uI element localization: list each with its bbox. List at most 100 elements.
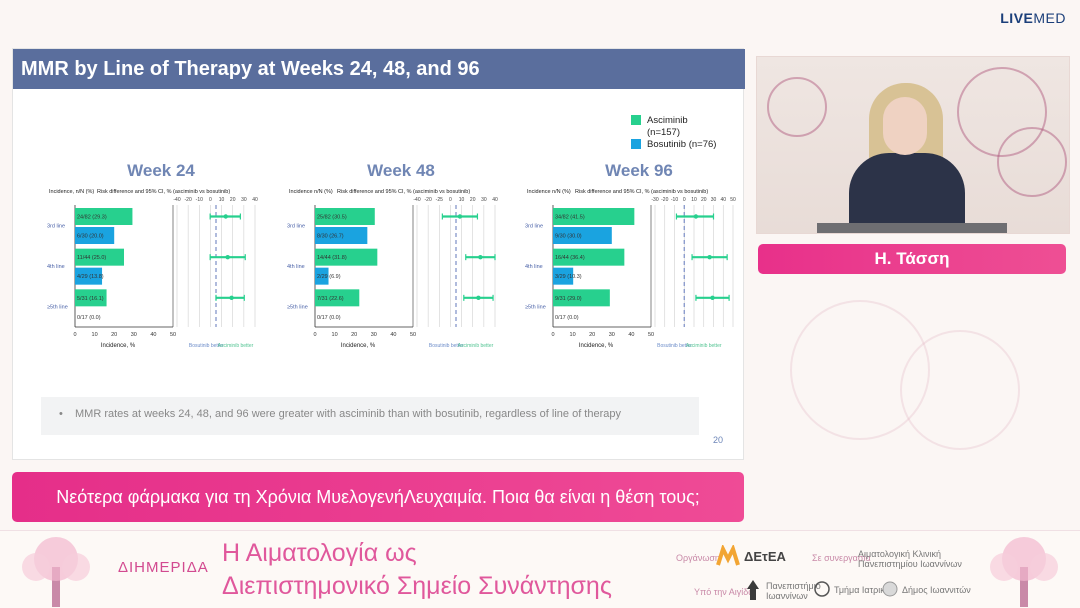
risk-tick-label: -10 <box>671 197 678 203</box>
page-number: 20 <box>712 435 723 445</box>
incidence-tick-label: 40 <box>628 332 634 338</box>
risk-tick-label: 10 <box>691 197 697 203</box>
bosutinib-bar <box>75 227 115 244</box>
medical-school-logo-icon <box>814 581 830 597</box>
x-axis-label: Incidence, % <box>101 343 136 349</box>
risk-tick-label: 40 <box>492 197 498 203</box>
incidence-tick-label: 50 <box>410 332 416 338</box>
bosutinib-better-note: Bosutinib better <box>657 343 692 349</box>
speaker-body <box>849 153 965 233</box>
organizer-label: Οργάνωση <box>676 553 720 563</box>
legend-item-bosutinib: Bosutinib (n=76) <box>631 139 716 151</box>
asciminib-better-note: Asciminib better <box>218 343 254 349</box>
risk-tick-label: -25 <box>436 197 443 203</box>
event-title-line2: Διεπιστημονικό Σημείο Συνάντησης <box>222 572 612 600</box>
risk-difference-point <box>707 254 712 260</box>
risk-tick-label: 20 <box>230 197 236 203</box>
risk-tick-label: 0 <box>683 197 686 203</box>
incidence-tick-label: 10 <box>570 332 576 338</box>
panel-title: Week 48 <box>367 161 435 180</box>
asciminib-data-label: 9/31 (29.0) <box>555 296 582 302</box>
tree-decoration-icon <box>990 537 1058 607</box>
event-footer: ΔΙΗΜΕΡΙΔΑ Η Αιματολογία ως Διεπιστημονικ… <box>0 530 1080 608</box>
risk-difference-point <box>229 295 234 301</box>
incidence-tick-label: 0 <box>73 332 76 338</box>
organizer-name: ΔΕτΕΑ <box>744 549 786 564</box>
risk-tick-label: 10 <box>459 197 465 203</box>
bosutinib-bar <box>315 267 329 285</box>
risk-tick-label: -20 <box>425 197 432 203</box>
risk-column-header: Risk difference and 95% CI, % (asciminib… <box>337 189 470 195</box>
key-point-box: • MMR rates at weeks 24, 48, and 96 were… <box>41 397 699 435</box>
asciminib-data-label: 11/44 (25.0) <box>77 255 106 261</box>
incidence-tick-label: 30 <box>131 332 137 338</box>
incidence-tick-label: 20 <box>111 332 117 338</box>
risk-tick-label: 0 <box>209 197 212 203</box>
legend-asciminib-n: (n=157) <box>647 127 681 138</box>
line-of-therapy-label: 4th line <box>47 264 65 270</box>
incidence-tick-label: 30 <box>609 332 615 338</box>
asciminib-data-label: 7/31 (22.6) <box>317 296 344 302</box>
decor-swirl <box>997 127 1067 197</box>
incidence-tick-label: 20 <box>589 332 595 338</box>
background-swirl <box>900 330 1020 450</box>
bosutinib-better-note: Bosutinib better <box>429 343 464 349</box>
incidence-tick-label: 50 <box>648 332 654 338</box>
risk-tick-label: 0 <box>449 197 452 203</box>
chart-legend: Asciminib (n=157) Bosutinib (n=76) <box>631 115 716 151</box>
line-of-therapy-label: ≥5th line <box>287 305 308 311</box>
bosutinib-data-label: 0/17 (0.0) <box>555 315 579 321</box>
asciminib-bar <box>75 248 124 266</box>
asciminib-bar <box>553 248 625 266</box>
asciminib-data-label: 16/44 (36.4) <box>555 255 585 261</box>
auspice-medical-school: Τμήμα Ιατρικής <box>834 585 895 595</box>
line-of-therapy-label: 3rd line <box>525 223 543 229</box>
asciminib-data-label: 25/82 (30.5) <box>317 215 347 221</box>
event-type: ΔΙΗΜΕΡΙΔΑ <box>118 559 209 576</box>
asciminib-better-note: Asciminib better <box>458 343 494 349</box>
chart-panel-week24: Week 24 Incidence, n/N (%) Risk differenc… <box>45 161 277 371</box>
chart-panel-week48: Week 48 Incidence n/N (%) Risk difference… <box>285 161 517 371</box>
risk-column-header: Risk difference and 95% CI, % (asciminib… <box>575 189 708 195</box>
asciminib-bar <box>315 289 360 307</box>
auspice-university: Πανεπιστήμιο Ιωαννίνων <box>766 581 821 601</box>
risk-tick-label: -10 <box>196 197 203 203</box>
collab-name: Αιματολογική Κλινική Πανεπιστημίου Ιωανν… <box>858 549 962 569</box>
incidence-tick-label: 40 <box>150 332 156 338</box>
risk-tick-label: -20 <box>661 197 668 203</box>
asciminib-data-label: 5/31 (16.1) <box>77 296 104 302</box>
risk-difference-point <box>457 214 463 219</box>
tree-decoration-icon <box>22 537 90 607</box>
risk-tick-label: -30 <box>651 197 658 203</box>
panel-title: Week 24 <box>127 161 195 180</box>
risk-difference-point <box>225 254 230 260</box>
asciminib-better-note: Asciminib better <box>686 343 722 349</box>
panel-title: Week 96 <box>605 161 673 180</box>
talk-title-banner: Νεότερα φάρμακα για τη Χρόνια ΜυελογενήΛ… <box>12 472 744 522</box>
university-logo-icon <box>747 580 759 600</box>
bosutinib-bar <box>315 227 368 244</box>
speaker-video <box>756 56 1070 234</box>
line-of-therapy-label: 4th line <box>525 264 543 270</box>
bosutinib-data-label: 8/30 (26.7) <box>317 234 344 240</box>
bosutinib-data-label: 0/17 (0.0) <box>317 315 341 321</box>
detea-logo-icon <box>716 545 740 566</box>
municipality-logo-icon <box>882 581 898 597</box>
risk-difference-point <box>223 214 228 219</box>
incidence-tick-label: 40 <box>390 332 396 338</box>
slide-title: MMR by Line of Therapy at Weeks 24, 48, … <box>13 49 745 89</box>
bosutinib-bar <box>75 267 103 285</box>
decor-swirl <box>767 77 827 137</box>
auspices-label: Υπό την Αιγίδα <box>694 587 754 597</box>
speaker-name-tag: Η. Τάσση <box>758 244 1066 274</box>
bosutinib-data-label: 2/29 (6.9) <box>317 274 341 280</box>
incidence-column-header: Incidence n/N (%) <box>289 189 333 195</box>
bosutinib-data-label: 6/30 (20.0) <box>77 234 104 240</box>
chart-panel-week96: Week 96 Incidence n/N (%) Risk difference… <box>523 161 755 371</box>
risk-tick-label: 30 <box>241 197 247 203</box>
asciminib-bar <box>315 248 378 266</box>
bosutinib-data-label: 4/29 (13.8) <box>77 274 104 280</box>
line-of-therapy-label: ≥5th line <box>525 305 546 311</box>
incidence-tick-label: 0 <box>551 332 554 338</box>
risk-tick-label: 10 <box>219 197 225 203</box>
